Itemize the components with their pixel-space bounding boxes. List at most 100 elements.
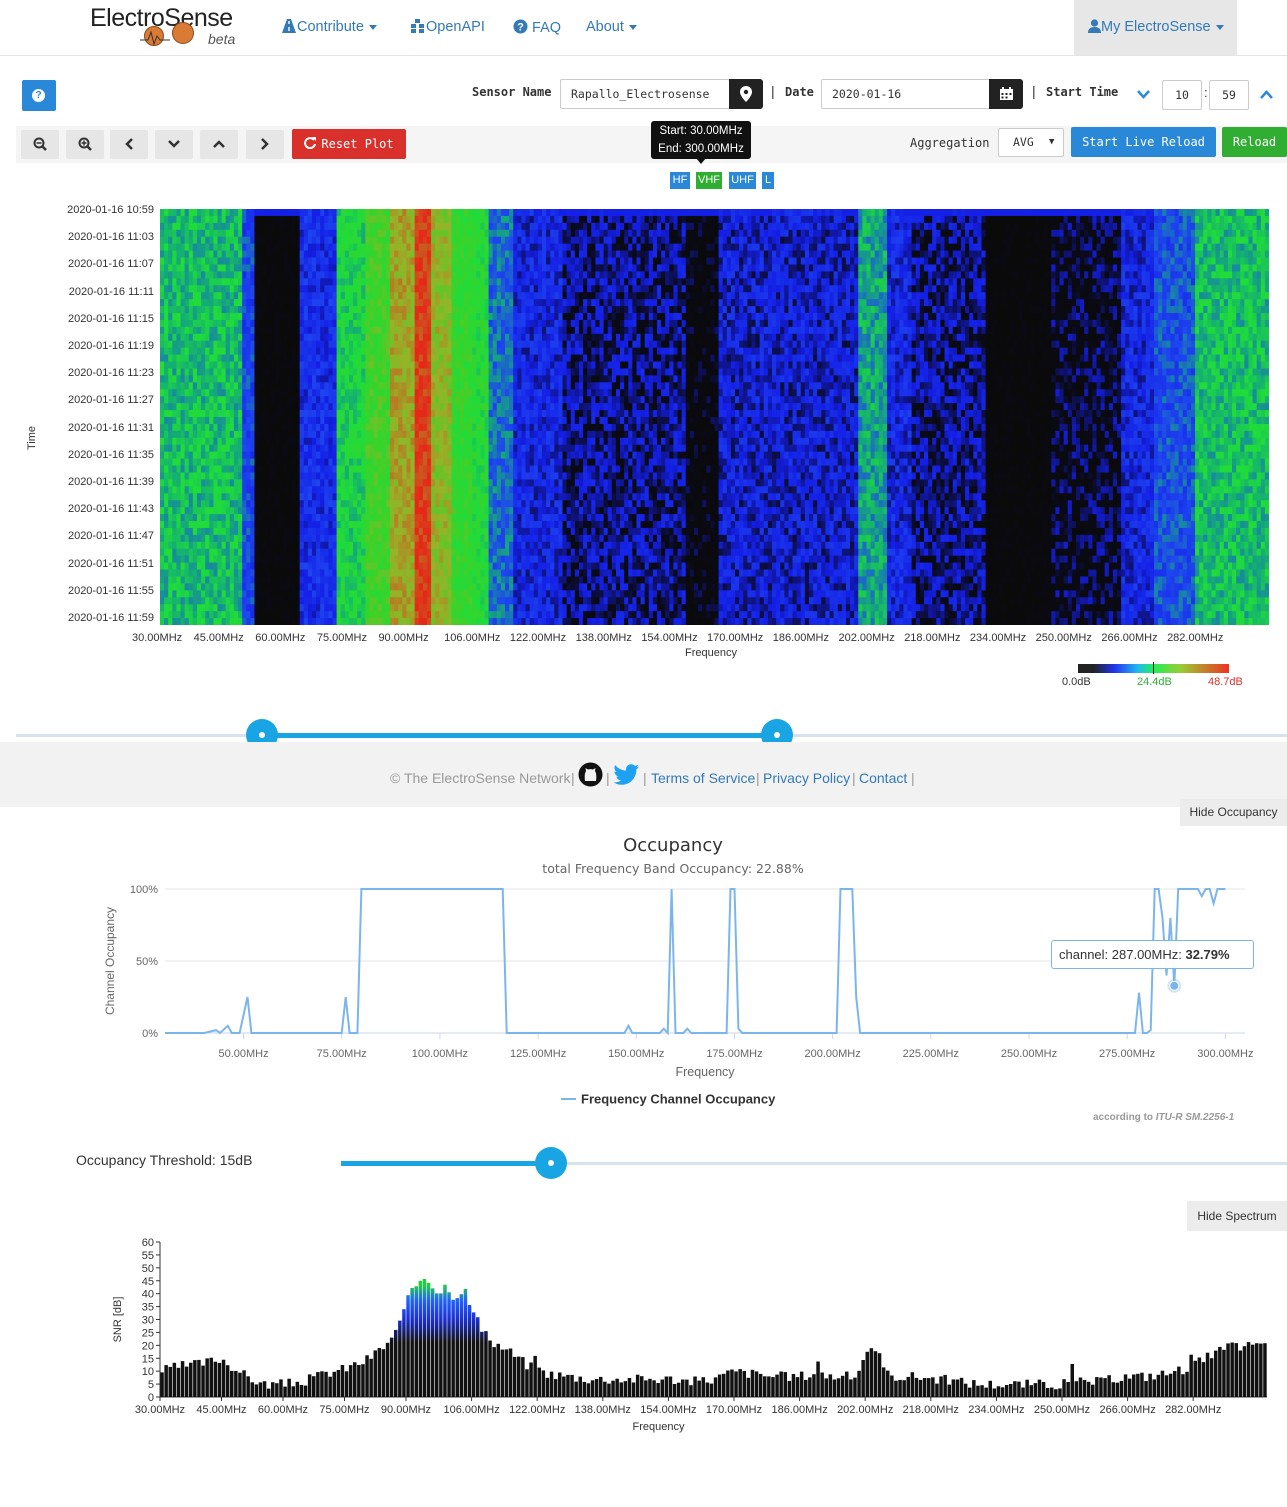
pan-left-button[interactable] [110,130,148,159]
heatmap-cell [369,334,374,342]
heatmap-cell [419,431,424,439]
heatmap-cell [185,563,190,571]
heatmap-cell [353,583,358,591]
heatmap-cell [345,445,350,453]
heatmap-cell [419,362,424,370]
heatmap-cell [456,570,461,578]
start-hour-input[interactable]: 10 [1162,80,1202,110]
sensor-name-input[interactable]: Rapallo_Electrosense [560,79,730,109]
band-vhf-button[interactable]: VHF [696,172,722,189]
nav-about[interactable]: About [586,19,637,35]
heatmap-cell [197,611,202,619]
start-minute-input[interactable]: 59 [1209,80,1249,110]
heatmap-cell [197,375,202,383]
heatmap-cell [333,528,338,536]
waterfall-heatmap[interactable] [160,209,1269,625]
heatmap-cell [205,403,210,411]
heatmap-cell [296,452,301,460]
heatmap-cell [468,237,473,245]
heatmap-cell [275,264,280,272]
nav-openapi[interactable]: OpenAPI [411,19,485,35]
chevron-up-icon[interactable] [1260,90,1273,99]
heatmap-cell [291,355,296,363]
heatmap-cell [246,570,251,578]
heatmap-cell [246,209,251,217]
heatmap-cell [480,209,485,217]
date-input[interactable]: 2020-01-16 [821,79,991,109]
heatmap-cell [402,382,407,390]
heatmap-cell [291,375,296,383]
zoom-out-button[interactable] [21,130,59,159]
reload-button[interactable]: Reload [1222,127,1287,157]
heatmap-cell [324,327,329,335]
heatmap-cell [468,382,473,390]
heatmap-cell [394,334,399,342]
heatmap-cell [320,445,325,453]
heatmap-cell [230,618,235,625]
zoom-in-button[interactable] [66,130,104,159]
heatmap-cell [291,424,296,432]
heatmap-cell [185,452,190,460]
heatmap-cell [448,521,453,529]
heatmap-cell [189,466,194,474]
heatmap-cell [361,382,366,390]
heatmap-cell [254,479,259,487]
aggregation-select[interactable]: AVG ▼ [998,128,1064,157]
heatmap-cell [320,313,325,321]
heatmap-cell [275,576,280,584]
pan-up-button[interactable] [200,130,238,159]
nav-contribute[interactable]: Contribute [281,19,377,35]
heatmap-cell [250,271,255,279]
heatmap-cell [406,445,411,453]
heatmap-cell [394,570,399,578]
heatmap-cell [464,528,469,536]
heatmap-cell [374,486,379,494]
heatmap-cell [160,244,165,252]
heatmap-cell [406,251,411,259]
pan-down-button[interactable] [155,130,193,159]
heatmap-cell [415,285,420,293]
help-button[interactable]: ? [22,80,56,111]
heatmap-cell [254,611,259,619]
heatmap-cell [468,597,473,605]
heatmap-cell [254,459,259,467]
heatmap-cell [312,396,317,404]
heatmap-cell [283,597,288,605]
heatmap-cell [222,535,227,543]
band-uhf-button[interactable]: UHF [729,172,756,189]
reset-plot-button[interactable]: Reset Plot [292,129,406,159]
heatmap-cell [168,514,173,522]
sensor-map-button[interactable] [729,79,763,109]
heatmap-cell [160,278,165,286]
date-picker-button[interactable] [989,79,1023,109]
heatmap-cell [415,500,420,508]
nav-faq[interactable]: ? FAQ [513,19,561,36]
start-live-reload-button[interactable]: Start Live Reload [1071,127,1216,157]
heatmap-cell [361,576,366,584]
heatmap-cell [263,313,268,321]
heatmap-cell [267,230,272,238]
band-hf-button[interactable]: HF [670,172,690,189]
band-l-button[interactable]: L [762,172,774,189]
heatmap-cell [452,424,457,432]
heatmap-cell [472,216,477,224]
my-electrosense-menu[interactable]: My ElectroSense [1074,0,1237,55]
heatmap-cell [452,438,457,446]
heatmap-cell [226,466,231,474]
heatmap-cell [320,368,325,376]
my-electrosense-link[interactable]: My ElectroSense [1088,19,1224,35]
heatmap-cell [431,244,436,252]
heatmap-cell [304,375,309,383]
heatmap-cell [476,396,481,404]
chevron-down-icon[interactable] [1137,90,1150,99]
pan-right-button[interactable] [246,130,284,159]
heatmap-cell [172,389,177,397]
heatmap-cell [291,452,296,460]
heatmap-cell [222,590,227,598]
heatmap-cell [468,570,473,578]
heatmap-cell [176,264,181,272]
heatmap-cell [345,320,350,328]
heatmap-cell [185,264,190,272]
heatmap-cell [435,466,440,474]
heatmap-cell [468,306,473,314]
